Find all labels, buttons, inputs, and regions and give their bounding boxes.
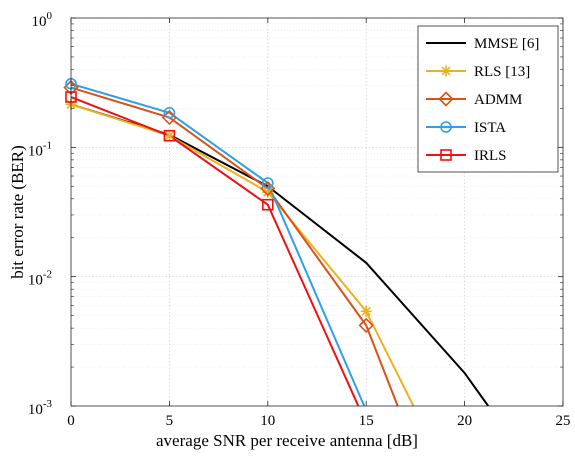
x-tick-label: 0 <box>67 413 75 429</box>
legend-label: RLS [13] <box>474 64 530 80</box>
legend-label: IRLS <box>474 148 507 164</box>
data-point-rls-13 <box>163 130 175 142</box>
y-tick-label: 10-1 <box>28 139 52 159</box>
data-point-admm <box>358 317 374 334</box>
legend-marker <box>440 149 452 161</box>
x-tick-labels: 0 5 10 15 20 25 <box>67 413 570 429</box>
axis-ticks <box>70 17 564 407</box>
data-point-rls-13 <box>360 305 372 317</box>
legend: MMSE [6] RLS [13] ADMM ISTA IRLS <box>417 25 559 173</box>
x-tick-label: 15 <box>359 413 374 429</box>
series-line-irls <box>71 96 360 406</box>
y-axis-title: bit error rate (BER) <box>8 145 27 279</box>
data-point-irls <box>163 129 176 142</box>
legend-label: ISTA <box>474 120 506 136</box>
y-tick-label: 10-3 <box>28 398 53 418</box>
legend-marker <box>440 65 452 77</box>
x-axis-title: average SNR per receive antenna [dB] <box>156 431 418 450</box>
grid-lines <box>71 18 563 406</box>
legend-item-rls-13: RLS [13] <box>426 64 530 80</box>
legend-item-mmse-6: MMSE [6] <box>426 36 539 52</box>
data-point-ista <box>261 177 274 189</box>
legend-marker <box>440 121 452 133</box>
y-tick-label: 10-2 <box>28 269 52 289</box>
legend-item-ista: ISTA <box>426 120 506 136</box>
x-tick-label: 20 <box>457 413 472 429</box>
x-tick-label: 5 <box>166 413 174 429</box>
data-point-ista <box>163 106 176 119</box>
legend-item-admm: ADMM <box>426 91 522 108</box>
legend-label: ADMM <box>474 92 522 108</box>
series-line-ista <box>71 82 366 406</box>
data-point-irls <box>261 198 274 211</box>
y-tick-labels: 100 10-1 10-2 10-3 <box>28 10 53 418</box>
plot-frame <box>70 17 564 407</box>
legend-label: MMSE [6] <box>474 36 539 52</box>
x-tick-label: 25 <box>556 413 571 429</box>
legend-item-irls: IRLS <box>426 148 507 164</box>
x-tick-label: 10 <box>260 413 275 429</box>
legend-marker <box>438 91 454 107</box>
y-tick-label: 100 <box>32 10 53 30</box>
